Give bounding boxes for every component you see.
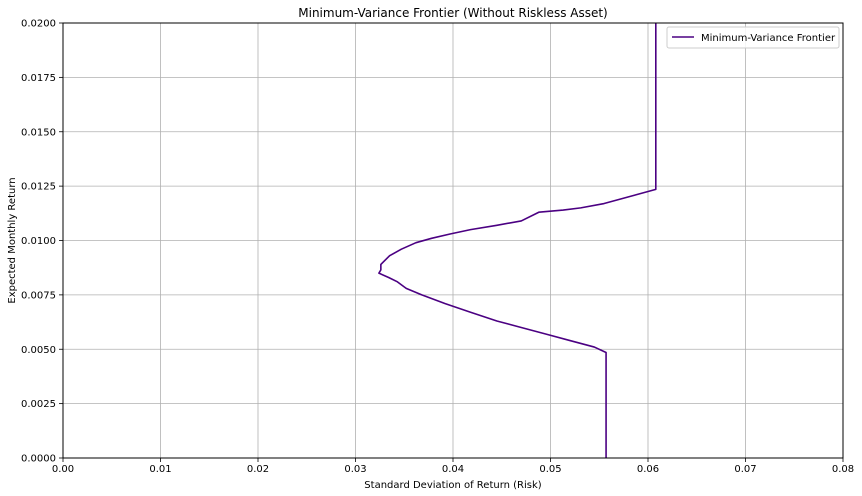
y-tick-label: 0.0050 — [21, 345, 56, 356]
series-layer — [378, 23, 657, 458]
y-axis-title: Expected Monthly Return — [7, 177, 18, 303]
x-tick-label: 0.06 — [637, 464, 659, 475]
y-tick-label: 0.0075 — [21, 290, 56, 301]
x-tick-label: 0.07 — [734, 464, 756, 475]
x-tick-label: 0.03 — [344, 464, 366, 475]
x-tick-label: 0.04 — [442, 464, 464, 475]
series-line-0 — [378, 23, 657, 458]
y-tick-label: 0.0025 — [21, 399, 56, 410]
y-tick-label: 0.0125 — [21, 182, 56, 193]
x-tick-label: 0.01 — [149, 464, 171, 475]
grid — [62, 22, 844, 459]
x-axis-title: Standard Deviation of Return (Risk) — [364, 480, 541, 491]
legend-label: Minimum-Variance Frontier — [701, 33, 836, 44]
y-tick-label: 0.0150 — [21, 127, 56, 138]
x-tick-label: 0.02 — [247, 464, 269, 475]
ticks: 0.00 0.01 0.02 0.03 0.04 0.05 0.06 0.07 0.08 0.00… — [21, 19, 854, 476]
x-tick-label: 0.00 — [52, 464, 74, 475]
x-tick-label: 0.05 — [539, 464, 561, 475]
legend-box — [666, 26, 840, 49]
y-tick-label: 0.0000 — [21, 454, 56, 465]
chart-title: Minimum-Variance Frontier (Without Riskl… — [298, 6, 608, 20]
legend: Minimum-Variance Frontier — [666, 26, 840, 49]
y-tick-label: 0.0200 — [21, 19, 56, 30]
y-tick-label: 0.0175 — [21, 73, 56, 84]
y-tick-label: 0.0100 — [21, 236, 56, 247]
x-tick-label: 0.08 — [832, 464, 854, 475]
